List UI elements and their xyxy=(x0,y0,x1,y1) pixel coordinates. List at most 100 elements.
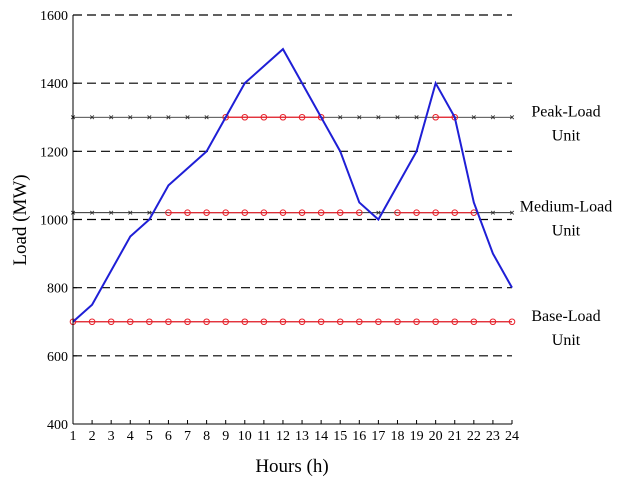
unit-on-marker xyxy=(279,318,287,326)
unit-on-marker xyxy=(260,209,268,216)
x-tick-label: 16 xyxy=(352,429,366,444)
x-tick-label: 6 xyxy=(165,429,172,444)
x-tick-label: 5 xyxy=(146,429,153,444)
unit-on-marker xyxy=(317,318,325,326)
unit-off-marker xyxy=(89,210,95,215)
unit-labels: Peak-Load Unit Medium-Load Unit Base-Load Uni… xyxy=(520,103,612,349)
unit-level-2 xyxy=(69,318,516,326)
unit-on-marker xyxy=(203,209,210,216)
unit-on-marker xyxy=(241,209,249,216)
x-tick-label: 13 xyxy=(295,429,309,444)
unit-on-marker xyxy=(336,318,344,326)
y-tick-label: 1000 xyxy=(40,214,68,229)
unit-on-marker xyxy=(203,318,210,326)
load-line xyxy=(72,47,513,323)
unit-level-1 xyxy=(70,209,515,216)
unit-on-marker xyxy=(88,318,96,326)
y-tick-label: 400 xyxy=(47,418,68,433)
unit-off-marker xyxy=(147,115,152,120)
unit-on-marker xyxy=(336,209,344,216)
y-tick-labels: 400 600 800 1000 1200 1400 1600 xyxy=(40,9,68,433)
unit-on-marker xyxy=(279,209,287,216)
x-tick-label: 4 xyxy=(127,429,134,444)
x-tick-label: 1 xyxy=(70,429,77,444)
x-tick-label: 8 xyxy=(203,429,210,444)
unit-on-marker xyxy=(470,318,478,326)
load-series xyxy=(72,47,513,323)
x-tick-label: 21 xyxy=(448,429,462,444)
unit-on-marker xyxy=(165,209,172,216)
unit-on-marker xyxy=(298,113,306,121)
x-tick-label: 12 xyxy=(276,429,290,444)
unit-on-marker xyxy=(413,318,420,326)
unit-on-marker xyxy=(222,113,229,121)
x-tick-label: 15 xyxy=(333,429,347,444)
unit-label-line: Unit xyxy=(552,223,581,240)
unit-on-marker xyxy=(508,318,516,326)
unit-off-marker xyxy=(509,210,515,215)
y-tick-label: 1400 xyxy=(40,77,68,92)
x-tick-label: 3 xyxy=(108,429,115,444)
x-tick-label: 23 xyxy=(486,429,500,444)
unit-label-line: Peak-Load xyxy=(531,103,600,120)
unit-on-marker xyxy=(260,113,268,121)
x-tick-label: 20 xyxy=(429,429,443,444)
unit-off-marker xyxy=(128,115,133,120)
unit-on-marker xyxy=(241,113,249,121)
x-tick-label: 18 xyxy=(390,429,404,444)
unit-on-marker xyxy=(413,209,420,216)
unit-off-marker xyxy=(490,210,496,215)
y-tick-label: 1200 xyxy=(40,145,68,160)
axes xyxy=(72,15,512,425)
x-tick-label: 22 xyxy=(467,429,481,444)
unit-off-marker xyxy=(204,115,209,120)
x-tick-label: 10 xyxy=(238,429,252,444)
x-tick-label: 2 xyxy=(89,429,96,444)
unit-off-marker xyxy=(376,210,381,215)
unit-label-line: Base-Load xyxy=(531,308,600,325)
unit-on-marker xyxy=(489,318,497,326)
unit-on-marker xyxy=(184,209,191,216)
unit-off-marker xyxy=(185,115,190,120)
unit-off-marker xyxy=(414,115,419,120)
x-tick-label: 7 xyxy=(184,429,191,444)
unit-off-marker xyxy=(376,115,381,120)
y-axis-label: Load (MW) xyxy=(10,174,31,265)
unit-off-marker xyxy=(128,210,133,215)
grid-lines xyxy=(73,14,512,425)
unit-on-marker xyxy=(222,318,229,326)
x-tick-label: 9 xyxy=(222,429,229,444)
y-tick-label: 800 xyxy=(47,282,68,297)
unit-on-marker xyxy=(298,318,306,326)
unit-on-marker xyxy=(222,209,229,216)
unit-on-marker xyxy=(451,209,459,216)
unit-on-marker xyxy=(165,318,172,326)
y-tick-label: 600 xyxy=(47,350,68,365)
unit-on-marker xyxy=(432,113,439,121)
unit-on-marker xyxy=(298,209,306,216)
y-tick-label: 1600 xyxy=(40,9,68,24)
unit-level-0 xyxy=(70,113,515,121)
unit-on-marker xyxy=(375,318,382,326)
unit-off-marker xyxy=(338,115,343,120)
x-tick-label: 17 xyxy=(371,429,385,444)
x-tick-label: 19 xyxy=(410,429,424,444)
unit-off-marker xyxy=(471,115,476,120)
unit-on-marker xyxy=(317,209,325,216)
unit-on-marker xyxy=(241,318,249,326)
x-tick-labels: 1 2 3 4 5 6 7 8 9 10 11 12 13 14 15 16 17 18 19 20 21 22 23 24 xyxy=(70,420,519,444)
unit-on-marker xyxy=(126,318,134,326)
x-tick-label: 11 xyxy=(257,429,270,444)
unit-on-marker xyxy=(451,318,459,326)
unit-off-marker xyxy=(89,115,95,120)
unit-on-marker xyxy=(356,209,363,216)
unit-off-marker xyxy=(395,115,400,120)
unit-label-line: Unit xyxy=(552,332,581,349)
unit-on-marker xyxy=(394,318,401,326)
unit-on-marker xyxy=(260,318,268,326)
unit-off-marker xyxy=(109,115,114,120)
unit-off-marker xyxy=(147,210,152,215)
unit-on-marker xyxy=(432,209,439,216)
unit-on-marker xyxy=(107,318,115,326)
